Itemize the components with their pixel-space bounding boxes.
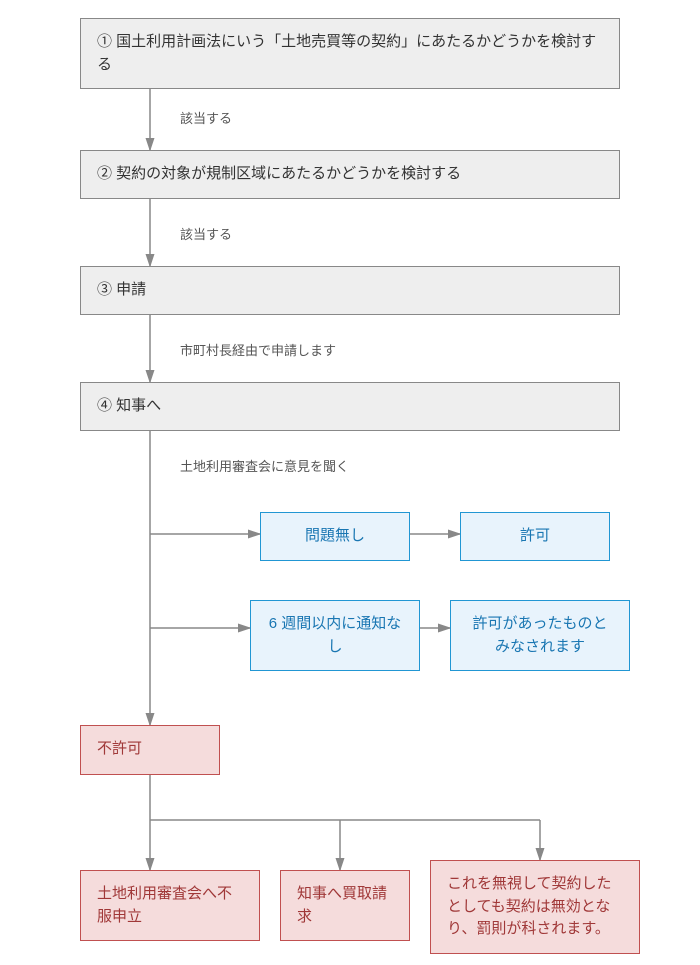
no-notice-text: 6 週間以内に通知なし [269, 615, 402, 655]
step-3-text: ③ 申請 [97, 281, 146, 298]
no-notice-box: 6 週間以内に通知なし [250, 600, 420, 671]
step-2-box: ② 契約の対象が規制区域にあたるかどうかを検討する [80, 150, 620, 199]
appeal-text: 土地利用審査会へ不服申立 [97, 885, 232, 925]
denied-box: 不許可 [80, 725, 220, 775]
no-problem-box: 問題無し [260, 512, 410, 561]
denied-text: 不許可 [97, 740, 142, 757]
deemed-permission-text: 許可があったものとみなされます [472, 615, 607, 655]
edge-label-1: 該当する [180, 108, 232, 127]
edge-label-4: 土地利用審査会に意見を聞く [180, 456, 349, 475]
step-1-text: ① 国土利用計画法にいう「土地売買等の契約」にあたるかどうかを検討する [97, 33, 596, 73]
edge-label-3: 市町村長経由で申請します [180, 340, 336, 359]
step-3-box: ③ 申請 [80, 266, 620, 315]
penalty-box: これを無視して契約したとしても契約は無効となり、罰則が科されます。 [430, 860, 640, 954]
step-1-box: ① 国土利用計画法にいう「土地売買等の契約」にあたるかどうかを検討する [80, 18, 620, 89]
appeal-box: 土地利用審査会へ不服申立 [80, 870, 260, 941]
permission-text: 許可 [520, 527, 550, 544]
step-2-text: ② 契約の対象が規制区域にあたるかどうかを検討する [97, 165, 461, 182]
step-4-box: ④ 知事へ [80, 382, 620, 431]
flow-edges [0, 0, 700, 965]
penalty-text: これを無視して契約したとしても契約は無効となり、罰則が科されます。 [447, 875, 612, 937]
no-problem-text: 問題無し [305, 527, 365, 544]
purchase-request-text: 知事へ買取請求 [297, 885, 387, 925]
permission-box: 許可 [460, 512, 610, 561]
step-4-text: ④ 知事へ [97, 397, 161, 414]
purchase-request-box: 知事へ買取請求 [280, 870, 410, 941]
edge-label-2: 該当する [180, 224, 232, 243]
deemed-permission-box: 許可があったものとみなされます [450, 600, 630, 671]
